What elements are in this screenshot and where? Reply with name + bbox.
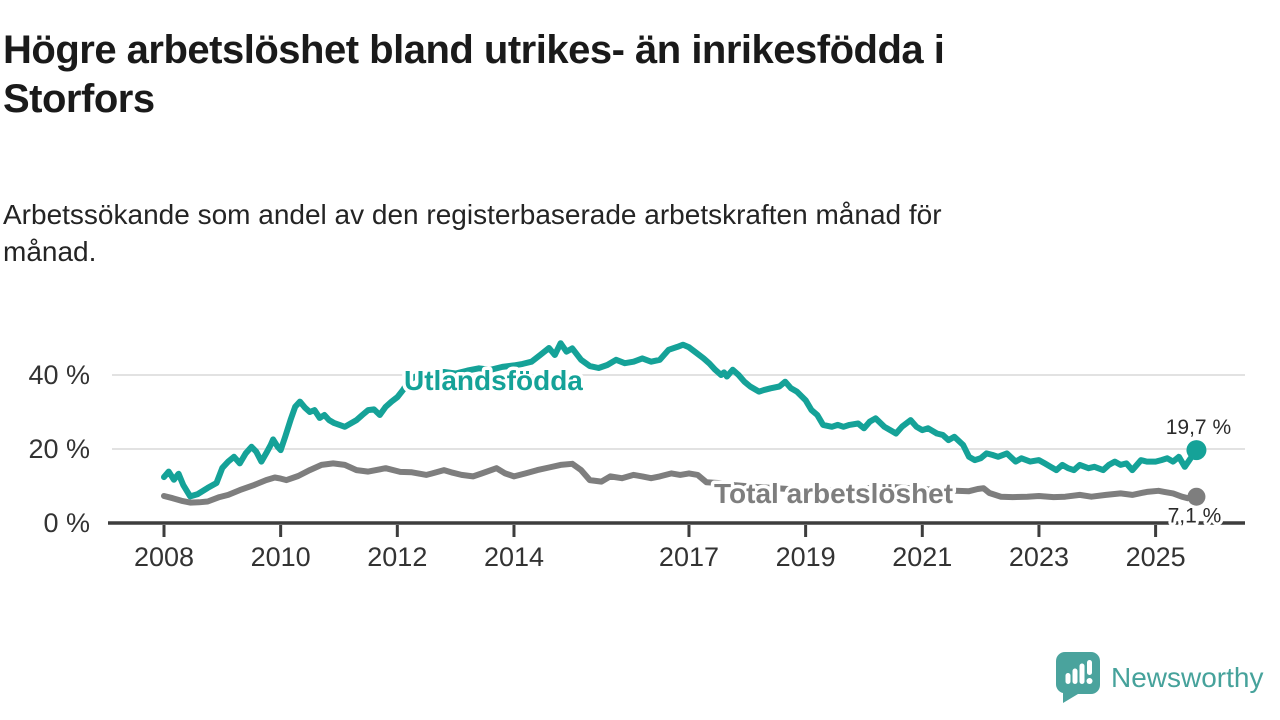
x-tick-label-2014: 2014: [484, 542, 544, 572]
bar-small: [1065, 673, 1071, 684]
exclamation-dot: [1086, 678, 1093, 684]
title-line-2: Storfors: [3, 77, 155, 121]
x-tick-label-2023: 2023: [1009, 542, 1069, 572]
x-tick-label-2010: 2010: [251, 542, 311, 572]
x-tick-label-2019: 2019: [776, 542, 836, 572]
x-tick-label-2017: 2017: [659, 542, 719, 572]
x-tick-label-2012: 2012: [367, 542, 427, 572]
subtitle-line-1: Arbetssökande som andel av den registerb…: [3, 199, 942, 230]
series-label-total: Total arbetslöshet: [714, 478, 953, 509]
series-lines: [161, 340, 1207, 506]
end-value-label-utlandsfodda: 19,7 %: [1166, 416, 1231, 439]
bar-medium: [1072, 668, 1078, 684]
y-tick-label-20: 20 %: [28, 434, 90, 464]
subtitle-line-2: månad.: [3, 236, 97, 267]
speech-bubble-shape: [1056, 652, 1100, 703]
series-end-dot-utlandsfodda: [1186, 440, 1207, 461]
bar-large: [1079, 663, 1085, 684]
newsworthy-wordmark: Newsworthy: [1111, 662, 1264, 693]
gridlines: [112, 374, 1245, 450]
series-label-utlandsfodda: Utlandsfödda: [404, 365, 583, 396]
page-title: Högre arbetslöshet bland utrikes- än inr…: [3, 26, 1183, 124]
exclamation-stem: [1087, 660, 1092, 675]
end-value-label-total: 7,1 %: [1168, 505, 1222, 528]
series-line-total: [161, 460, 1200, 506]
chart-subtitle: Arbetssökande som andel av den registerb…: [3, 196, 1183, 270]
series-end-dot-total: [1187, 487, 1206, 506]
series-line-utlandsfodda: [161, 340, 1200, 500]
title-line-1: Högre arbetslöshet bland utrikes- än inr…: [3, 28, 945, 72]
series-labels: Utlandsfödda 19,7 % Total arbetslöshet 7,1 …: [401, 362, 1235, 531]
y-axis-labels: 0 % 20 % 40 %: [28, 360, 90, 538]
newsworthy-logo-icon: [1056, 652, 1100, 703]
y-tick-label-0: 0 %: [43, 508, 90, 538]
x-axis: 2008 2010 2012 2014 2017 2019 2021 2023 2025: [108, 521, 1245, 572]
x-tick-label-2025: 2025: [1126, 542, 1186, 572]
newsworthy-logo: Newsworthy: [1056, 652, 1263, 704]
x-tick-label-2021: 2021: [892, 542, 952, 572]
y-tick-label-40: 40 %: [28, 360, 90, 390]
x-tick-label-2008: 2008: [134, 542, 194, 572]
